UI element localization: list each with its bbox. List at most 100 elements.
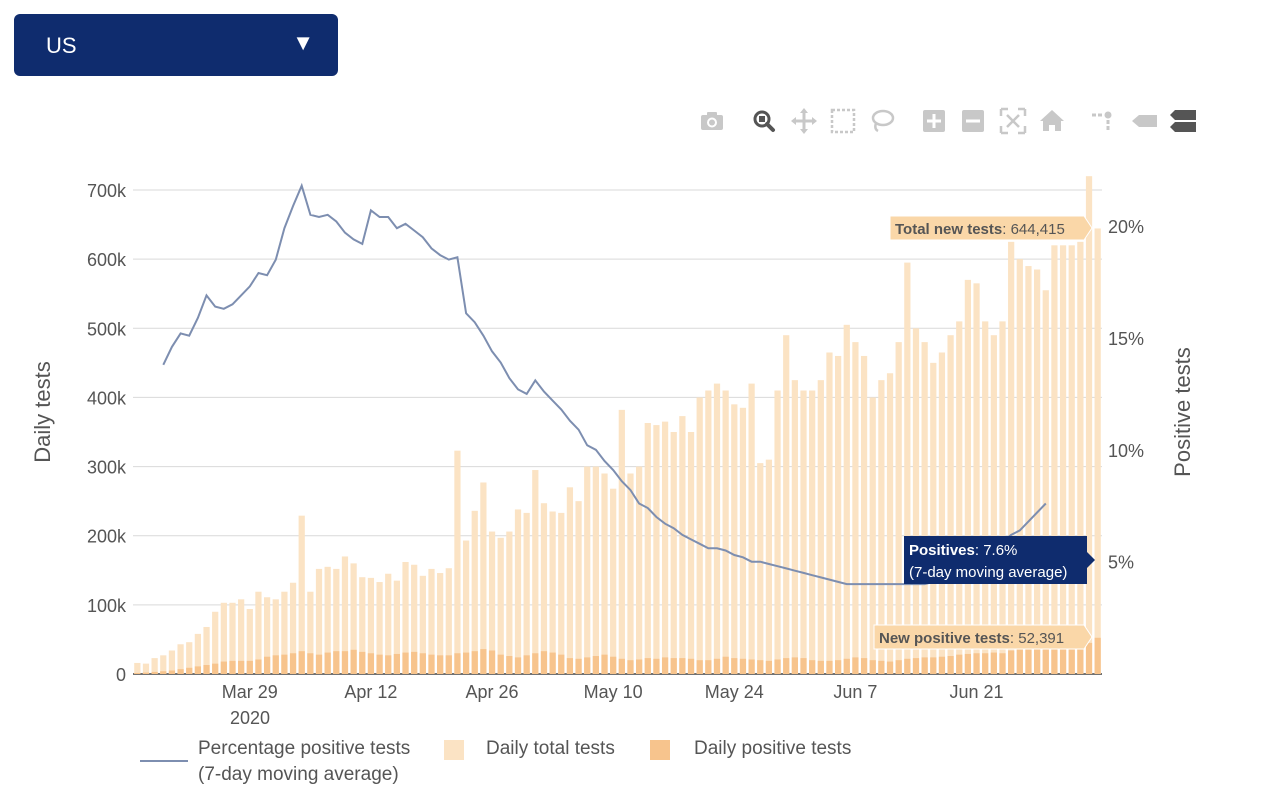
total-tests-bar[interactable] <box>1025 266 1032 674</box>
total-tests-bar[interactable] <box>540 503 548 674</box>
positive-tests-bar[interactable] <box>151 671 158 674</box>
positive-tests-bar[interactable] <box>220 661 227 674</box>
home-icon[interactable] <box>1036 104 1068 138</box>
positive-tests-bar[interactable] <box>532 653 539 674</box>
total-tests-bar[interactable] <box>359 577 366 674</box>
positive-tests-bar[interactable] <box>1094 637 1101 674</box>
positive-tests-bar[interactable] <box>653 658 660 674</box>
positive-tests-bar[interactable] <box>549 652 556 674</box>
total-tests-bar[interactable] <box>298 515 305 674</box>
positive-tests-bar[interactable] <box>1051 644 1058 674</box>
positive-tests-bar[interactable] <box>670 658 677 674</box>
total-tests-bar[interactable] <box>938 352 946 674</box>
positive-tests-bar[interactable] <box>246 660 253 674</box>
total-tests-bar[interactable] <box>212 611 219 674</box>
positive-tests-bar[interactable] <box>990 652 997 674</box>
positive-tests-bar[interactable] <box>454 653 461 674</box>
positive-tests-bar[interactable] <box>1025 647 1032 674</box>
positive-tests-bar[interactable] <box>904 658 911 674</box>
positive-tests-bar[interactable] <box>238 660 245 674</box>
total-tests-bar[interactable] <box>367 577 375 674</box>
total-tests-bar[interactable] <box>333 568 340 674</box>
total-tests-bar[interactable] <box>160 655 167 674</box>
positive-tests-bar[interactable] <box>393 653 400 674</box>
positive-tests-bar[interactable] <box>973 653 980 674</box>
positive-tests-bar[interactable] <box>1042 646 1049 674</box>
positive-tests-bar[interactable] <box>947 656 954 674</box>
positive-tests-bar[interactable] <box>255 659 262 674</box>
total-tests-bar[interactable] <box>670 432 677 674</box>
positive-tests-bar[interactable] <box>272 655 279 674</box>
legend-item-total-tests[interactable]: Daily total tests <box>444 736 634 766</box>
total-tests-bar[interactable] <box>289 582 297 674</box>
positive-tests-bar[interactable] <box>627 660 634 674</box>
total-tests-bar[interactable] <box>765 459 773 674</box>
positive-tests-bar[interactable] <box>168 670 176 674</box>
positive-tests-bar[interactable] <box>160 671 167 674</box>
positive-tests-bar[interactable] <box>523 655 530 674</box>
total-tests-bar[interactable] <box>307 591 314 674</box>
total-tests-bar[interactable] <box>324 566 331 674</box>
positive-tests-bar[interactable] <box>999 653 1006 674</box>
positive-tests-bar[interactable] <box>956 654 963 674</box>
pan-icon[interactable] <box>788 104 820 138</box>
positive-tests-bar[interactable] <box>558 654 565 674</box>
total-tests-bar[interactable] <box>852 342 859 674</box>
total-tests-bar[interactable] <box>341 556 349 674</box>
total-tests-bar[interactable] <box>203 626 210 674</box>
positive-tests-bar[interactable] <box>367 653 375 674</box>
positive-tests-bar[interactable] <box>964 653 972 674</box>
positive-tests-bar[interactable] <box>298 651 305 674</box>
total-tests-bar[interactable] <box>696 397 703 674</box>
total-tests-bar[interactable] <box>930 362 937 674</box>
total-tests-bar[interactable] <box>990 335 997 674</box>
positive-tests-bar[interactable] <box>618 658 625 674</box>
total-tests-bar[interactable] <box>1068 245 1075 675</box>
total-tests-bar[interactable] <box>488 531 496 674</box>
total-tests-bar[interactable] <box>532 470 539 674</box>
positive-tests-bar[interactable] <box>661 657 669 674</box>
total-tests-bar[interactable] <box>964 279 972 674</box>
positive-tests-bar[interactable] <box>437 655 444 674</box>
positive-tests-bar[interactable] <box>307 653 314 674</box>
positive-tests-bar[interactable] <box>324 652 331 674</box>
total-tests-bar[interactable] <box>1016 259 1023 674</box>
positive-tests-bar[interactable] <box>471 651 478 674</box>
positive-tests-bar[interactable] <box>350 649 357 674</box>
total-tests-bar[interactable] <box>618 409 625 674</box>
total-tests-bar[interactable] <box>385 573 392 674</box>
positive-tests-bar[interactable] <box>488 650 496 674</box>
total-tests-bar[interactable] <box>462 540 470 674</box>
total-tests-bar[interactable] <box>982 321 989 674</box>
positive-tests-bar[interactable] <box>817 660 824 674</box>
positive-tests-bar[interactable] <box>462 652 470 674</box>
positive-tests-bar[interactable] <box>584 657 591 674</box>
total-tests-bar[interactable] <box>912 328 920 674</box>
total-tests-bar[interactable] <box>687 432 695 674</box>
positive-tests-bar[interactable] <box>333 651 340 674</box>
positive-tests-bar[interactable] <box>1085 642 1093 674</box>
positive-tests-bar[interactable] <box>385 655 392 674</box>
total-tests-bar[interactable] <box>1094 228 1101 675</box>
positive-tests-bar[interactable] <box>194 666 202 674</box>
total-tests-bar[interactable] <box>644 423 651 674</box>
positive-tests-bar[interactable] <box>1008 650 1015 674</box>
positive-tests-bar[interactable] <box>1033 647 1041 674</box>
positive-tests-bar[interactable] <box>445 655 452 674</box>
positive-tests-bar[interactable] <box>843 658 850 674</box>
positive-tests-bar[interactable] <box>878 660 885 674</box>
total-tests-bar[interactable] <box>757 463 764 674</box>
positive-tests-bar[interactable] <box>809 660 816 674</box>
total-tests-bar[interactable] <box>194 633 202 674</box>
total-tests-bar[interactable] <box>791 380 798 674</box>
total-tests-bar[interactable] <box>1077 241 1084 674</box>
total-tests-bar[interactable] <box>817 380 824 674</box>
total-tests-bar[interactable] <box>419 575 426 674</box>
total-tests-bar[interactable] <box>471 510 478 674</box>
total-tests-bar[interactable] <box>705 390 712 674</box>
autoscale-icon[interactable] <box>997 104 1029 138</box>
total-tests-bar[interactable] <box>393 580 400 674</box>
total-tests-bar[interactable] <box>973 283 980 674</box>
total-tests-bar[interactable] <box>878 380 885 674</box>
total-tests-bar[interactable] <box>886 373 894 674</box>
